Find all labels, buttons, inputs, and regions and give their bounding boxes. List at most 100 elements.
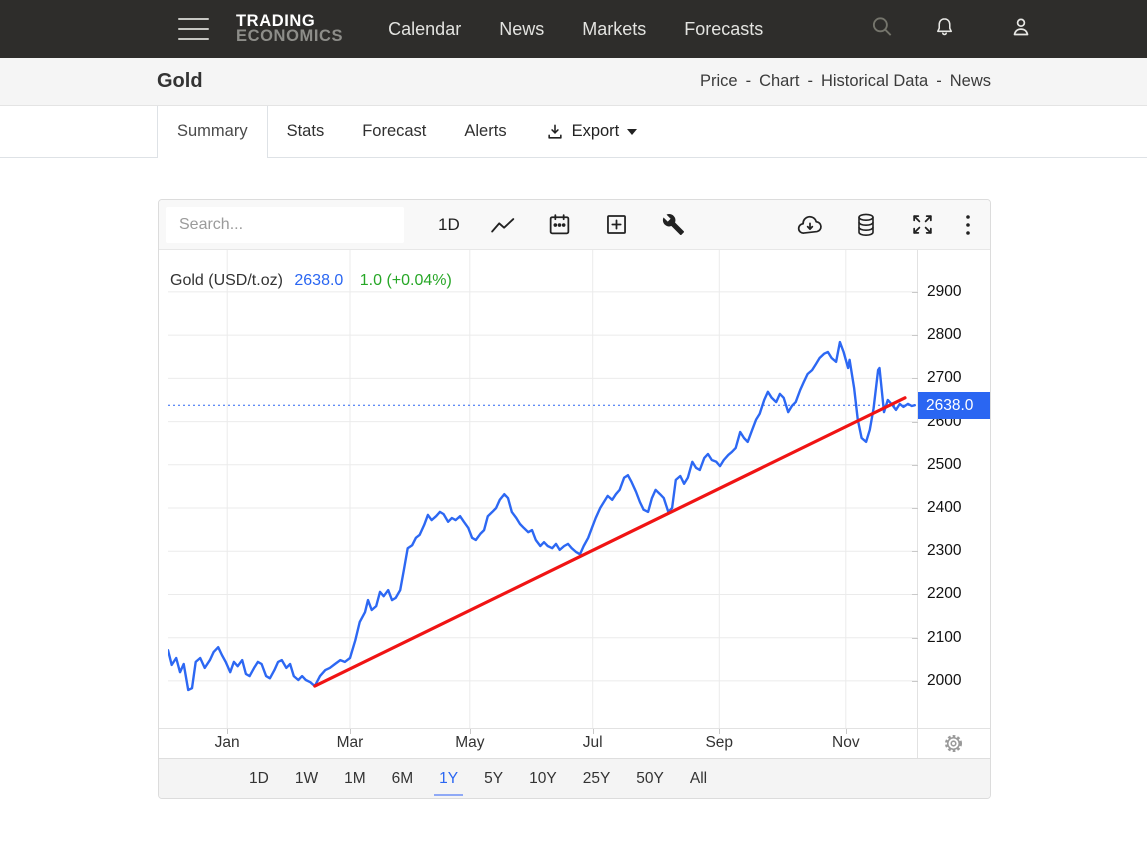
title-strip: Gold Price - Chart - Historical Data - News [0, 58, 1147, 106]
y-tick-mark [912, 292, 918, 293]
y-tick-mark [912, 378, 918, 379]
user-icon[interactable] [1009, 15, 1033, 44]
tabs-row: Summary Stats Forecast Alerts Export [0, 106, 1147, 158]
header-link-price[interactable]: Price [699, 72, 738, 90]
menu-icon[interactable] [178, 18, 209, 40]
interval-button[interactable]: 1D [438, 214, 460, 234]
nav-link-news[interactable]: News [499, 18, 545, 39]
download-icon [547, 124, 562, 139]
bell-icon[interactable] [933, 15, 956, 44]
y-axis-label: 2200 [927, 585, 962, 603]
y-axis-label: 2700 [927, 369, 962, 387]
current-price-badge: 2638.0 [918, 391, 990, 419]
nav-links: Calendar News Markets Forecasts [388, 19, 801, 40]
tab-export-label: Export [571, 122, 620, 140]
add-square-icon[interactable] [603, 211, 631, 239]
y-tick-mark [912, 594, 918, 595]
y-tick-mark [912, 681, 918, 682]
y-tick-mark [912, 422, 918, 423]
tab-summary[interactable]: Summary [157, 106, 268, 158]
y-axis-label: 2400 [927, 499, 962, 517]
header-link-news[interactable]: News [949, 72, 991, 90]
x-axis-label: Jan [214, 734, 240, 751]
toolbar-right-group [768, 211, 976, 239]
range-selector: 1D 1W 1M 6M 1Y 5Y 10Y 25Y 50Y All [159, 758, 990, 798]
tabs-list: Summary Stats Forecast Alerts [157, 106, 526, 158]
range-button-1d[interactable]: 1D [249, 770, 269, 787]
cloud-download-icon[interactable] [796, 211, 824, 239]
x-tick-mark [350, 729, 351, 734]
line-chart-icon[interactable] [489, 211, 517, 239]
chart-legend: Gold (USD/t.oz) 2638.0 1.0 (+0.04%) [170, 272, 452, 290]
legend-change: 1.0 (+0.04%) [359, 272, 452, 289]
chart-card: 1D [158, 199, 991, 799]
x-tick-mark [227, 729, 228, 734]
tabs-spacer [0, 106, 157, 157]
range-button-1m[interactable]: 1M [344, 770, 366, 787]
search-icon[interactable] [869, 14, 895, 45]
tab-stats[interactable]: Stats [286, 122, 325, 140]
logo-line2: ECONOMICS [236, 27, 344, 45]
x-tick-mark [470, 729, 471, 734]
x-axis-label: May [455, 734, 485, 751]
y-tick-mark [912, 508, 918, 509]
x-axis-label: Jul [582, 734, 603, 751]
legend-price: 2638.0 [294, 272, 344, 289]
range-button-all[interactable]: All [689, 770, 708, 787]
tab-export[interactable]: Export [526, 106, 657, 157]
range-button-1y[interactable]: 1Y [426, 759, 471, 798]
y-axis-label: 2300 [927, 542, 962, 560]
x-tick-mark [846, 729, 847, 734]
logo-line1: TRADING [236, 12, 316, 30]
y-axis: 2900 2800 2700 2600 2500 2400 2300 2200 2100 2000… [912, 250, 990, 758]
y-axis-label: 2500 [927, 455, 962, 473]
chart-toolbar: 1D [159, 200, 990, 250]
y-tick-mark [912, 551, 918, 552]
nav-link-forecasts[interactable]: Forecasts [684, 18, 764, 39]
top-navbar: TRADING ECONOMICS Calendar News Markets For… [0, 0, 1147, 58]
y-tick-mark [912, 638, 918, 639]
kebab-menu-icon[interactable] [960, 211, 976, 239]
calendar-icon[interactable] [546, 211, 574, 239]
x-axis: Jan Mar May Jul Sep Nov [159, 728, 990, 758]
x-tick-mark [719, 729, 720, 734]
y-axis-label: 2100 [927, 628, 962, 646]
y-tick-mark [912, 465, 918, 466]
fullscreen-icon[interactable] [908, 211, 936, 239]
x-tick-mark [593, 729, 594, 734]
separator: - [936, 72, 942, 90]
search-input[interactable] [166, 206, 404, 243]
wrench-icon[interactable] [660, 211, 688, 239]
logo[interactable]: TRADING ECONOMICS [236, 12, 344, 45]
header-link-chart[interactable]: Chart [759, 72, 800, 90]
range-button-5y[interactable]: 5Y [484, 770, 504, 787]
y-axis-label: 2000 [927, 671, 962, 689]
y-axis-label: 2800 [927, 326, 962, 344]
plot-region[interactable]: Gold (USD/t.oz) 2638.0 1.0 (+0.04%) [168, 250, 917, 728]
tab-alerts[interactable]: Alerts [464, 122, 507, 140]
page-title: Gold [157, 70, 203, 92]
y-axis-label: 2900 [927, 282, 962, 300]
tab-forecast[interactable]: Forecast [362, 122, 427, 140]
chart-area: Gold (USD/t.oz) 2638.0 1.0 (+0.04%) 2900… [159, 250, 990, 758]
range-button-25y[interactable]: 25Y [582, 770, 611, 787]
range-button-1w[interactable]: 1W [294, 770, 319, 787]
database-icon[interactable] [852, 211, 880, 239]
x-axis-label: Nov [832, 734, 860, 751]
nav-icons [869, 14, 1033, 45]
nav-link-markets[interactable]: Markets [582, 18, 647, 39]
header-link-historical-data[interactable]: Historical Data [820, 72, 929, 90]
x-axis-label: Mar [336, 734, 364, 751]
caret-down-icon [627, 128, 638, 135]
nav-link-calendar[interactable]: Calendar [388, 18, 462, 39]
y-tick-mark [912, 335, 918, 336]
separator: - [745, 72, 752, 90]
legend-series-name: Gold (USD/t.oz) [170, 272, 283, 289]
gear-icon[interactable] [942, 732, 965, 755]
range-button-6m[interactable]: 6M [391, 770, 414, 787]
range-button-10y[interactable]: 10Y [529, 770, 557, 787]
range-button-50y[interactable]: 50Y [636, 770, 664, 787]
separator: - [807, 72, 813, 90]
x-axis-label: Sep [705, 734, 734, 751]
header-links: Price - Chart - Historical Data - News [700, 72, 991, 91]
